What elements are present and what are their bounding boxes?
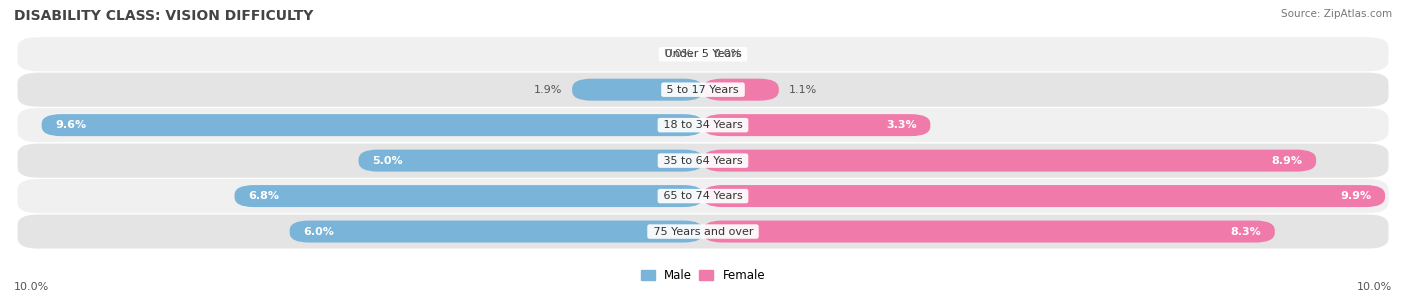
- Text: 9.9%: 9.9%: [1340, 191, 1371, 201]
- Text: Under 5 Years: Under 5 Years: [661, 49, 745, 59]
- Text: 3.3%: 3.3%: [886, 120, 917, 130]
- FancyBboxPatch shape: [703, 79, 779, 101]
- Text: 0.0%: 0.0%: [665, 49, 693, 59]
- Text: 1.1%: 1.1%: [789, 85, 817, 95]
- Text: 8.9%: 8.9%: [1271, 156, 1302, 166]
- FancyBboxPatch shape: [17, 179, 1389, 213]
- FancyBboxPatch shape: [703, 150, 1316, 171]
- FancyBboxPatch shape: [703, 221, 1275, 243]
- Text: 18 to 34 Years: 18 to 34 Years: [659, 120, 747, 130]
- FancyBboxPatch shape: [17, 143, 1389, 178]
- Text: 9.6%: 9.6%: [55, 120, 87, 130]
- Text: 6.0%: 6.0%: [304, 226, 335, 237]
- FancyBboxPatch shape: [572, 79, 703, 101]
- Text: 5 to 17 Years: 5 to 17 Years: [664, 85, 742, 95]
- FancyBboxPatch shape: [17, 73, 1389, 107]
- FancyBboxPatch shape: [359, 150, 703, 171]
- Text: DISABILITY CLASS: VISION DIFFICULTY: DISABILITY CLASS: VISION DIFFICULTY: [14, 9, 314, 23]
- FancyBboxPatch shape: [290, 221, 703, 243]
- Text: 75 Years and over: 75 Years and over: [650, 226, 756, 237]
- FancyBboxPatch shape: [42, 114, 703, 136]
- Text: 1.9%: 1.9%: [533, 85, 562, 95]
- Text: 65 to 74 Years: 65 to 74 Years: [659, 191, 747, 201]
- FancyBboxPatch shape: [235, 185, 703, 207]
- FancyBboxPatch shape: [703, 185, 1385, 207]
- FancyBboxPatch shape: [17, 215, 1389, 249]
- Legend: Male, Female: Male, Female: [641, 269, 765, 282]
- Text: 8.3%: 8.3%: [1230, 226, 1261, 237]
- Text: 6.8%: 6.8%: [249, 191, 280, 201]
- Text: 10.0%: 10.0%: [1357, 282, 1392, 292]
- FancyBboxPatch shape: [703, 114, 931, 136]
- FancyBboxPatch shape: [17, 108, 1389, 142]
- Text: 0.0%: 0.0%: [713, 49, 741, 59]
- FancyBboxPatch shape: [17, 37, 1389, 71]
- Text: Source: ZipAtlas.com: Source: ZipAtlas.com: [1281, 9, 1392, 19]
- Text: 35 to 64 Years: 35 to 64 Years: [659, 156, 747, 166]
- Text: 10.0%: 10.0%: [14, 282, 49, 292]
- Text: 5.0%: 5.0%: [373, 156, 404, 166]
